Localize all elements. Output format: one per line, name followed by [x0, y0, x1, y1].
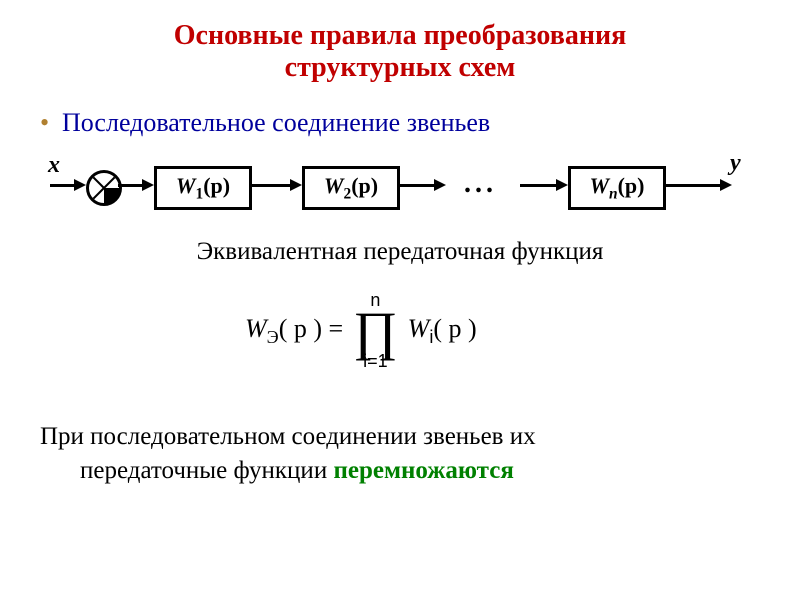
arrow-icon: [556, 179, 568, 191]
arrow-icon: [142, 179, 154, 191]
block-w2: W2(p): [302, 166, 400, 210]
block-label: Wn(p): [589, 173, 644, 203]
arrow-icon: [434, 179, 446, 191]
block-w1: W1(p): [154, 166, 252, 210]
product-symbol: n ∏ i=1: [353, 290, 397, 372]
body-text: При последовательном соединении звеньев …: [40, 420, 760, 488]
diagram-caption: Эквивалентная передаточная функция: [0, 238, 800, 266]
body-line-2: передаточные функции перемножаются: [40, 454, 760, 488]
wire: [398, 184, 438, 187]
equivalent-formula: WЭ( p ) = n ∏ i=1 Wi( p ): [245, 290, 477, 372]
slide-title: Основные правила преобразования структур…: [0, 20, 800, 84]
block-label: W1(p): [176, 173, 230, 203]
wire: [250, 184, 294, 187]
summing-junction: [86, 170, 122, 206]
ellipsis: ...: [464, 168, 497, 200]
wire: [664, 184, 724, 187]
body-line-1: При последовательном соединении звеньев …: [40, 420, 760, 454]
formula-rhs: Wi( p ): [408, 314, 477, 348]
keyword-multiply: перемножаются: [333, 457, 513, 484]
formula-lhs: WЭ( p ) =: [245, 314, 343, 348]
block-wn: Wn(p): [568, 166, 666, 210]
arrow-icon: [290, 179, 302, 191]
block-label: W2(p): [324, 173, 378, 203]
bullet-text: Последовательное соединение звеньев: [62, 108, 490, 138]
block-diagram: x W1(p) W2(p) ...: [50, 150, 750, 220]
arrow-icon: [74, 179, 86, 191]
bullet-dot: •: [40, 108, 49, 138]
slide: { "title": { "line1": "Основные правила …: [0, 0, 800, 600]
output-label-y: y: [730, 150, 741, 177]
input-label-x: x: [48, 152, 60, 179]
arrow-icon: [720, 179, 732, 191]
wire: [520, 184, 560, 187]
title-line-2: структурных схем: [0, 52, 800, 84]
title-line-1: Основные правила преобразования: [0, 20, 800, 52]
